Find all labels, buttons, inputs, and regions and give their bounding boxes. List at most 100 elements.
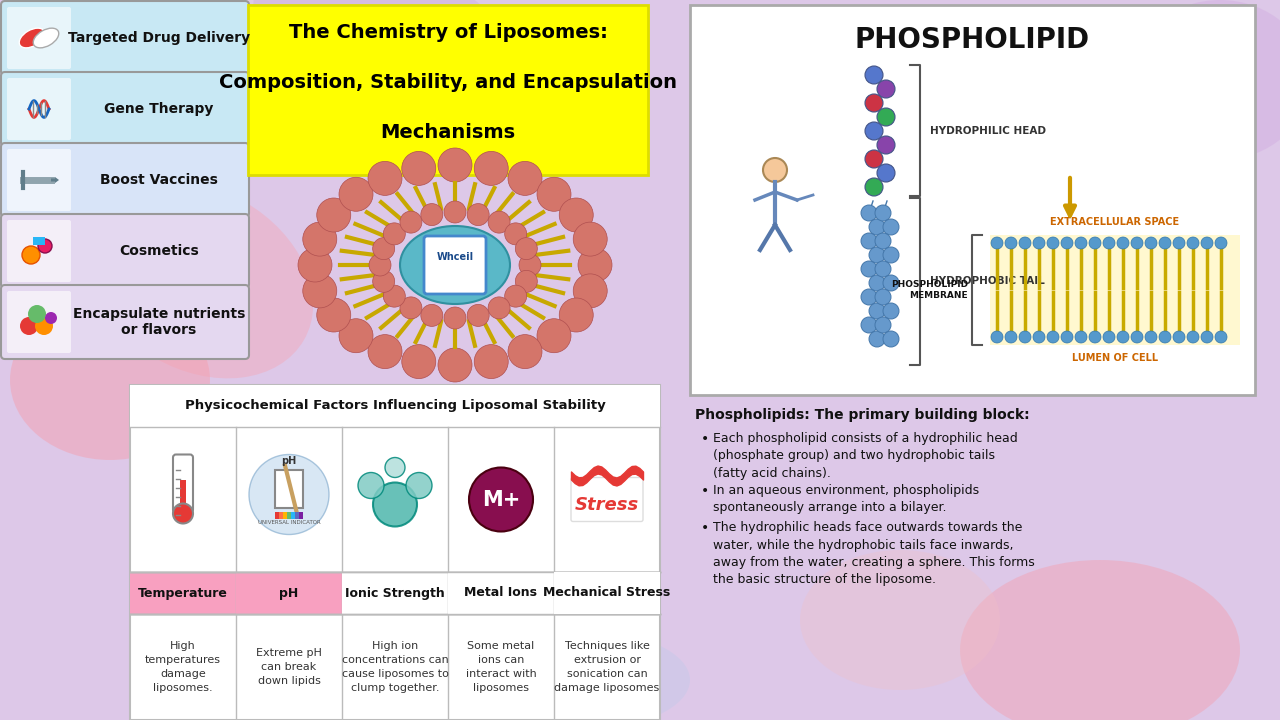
FancyBboxPatch shape (173, 454, 193, 513)
FancyBboxPatch shape (690, 5, 1254, 395)
Circle shape (504, 223, 526, 245)
FancyBboxPatch shape (6, 78, 70, 140)
Circle shape (444, 307, 466, 329)
Circle shape (1089, 331, 1101, 343)
Text: PHOSPHOLIPID: PHOSPHOLIPID (855, 26, 1091, 54)
Circle shape (1132, 237, 1143, 249)
Circle shape (1201, 331, 1213, 343)
Circle shape (869, 275, 884, 291)
Circle shape (406, 472, 433, 498)
Text: Each phospholipid consists of a hydrophilic head
(phosphate group) and two hydro: Each phospholipid consists of a hydrophi… (713, 432, 1018, 480)
FancyBboxPatch shape (342, 572, 448, 614)
Text: Mechanical Stress: Mechanical Stress (544, 587, 671, 600)
Circle shape (538, 319, 571, 353)
Circle shape (1146, 331, 1157, 343)
Circle shape (383, 285, 406, 307)
Text: LUMEN OF CELL: LUMEN OF CELL (1071, 353, 1158, 363)
Circle shape (35, 317, 52, 335)
Circle shape (877, 164, 895, 182)
Ellipse shape (960, 560, 1240, 720)
Circle shape (573, 222, 607, 256)
Circle shape (369, 335, 402, 369)
Circle shape (399, 297, 422, 319)
Circle shape (1061, 331, 1073, 343)
FancyBboxPatch shape (248, 5, 648, 175)
Text: Boost Vaccines: Boost Vaccines (100, 173, 218, 187)
FancyBboxPatch shape (448, 572, 554, 614)
Text: pH: pH (282, 456, 297, 467)
Text: Composition, Stability, and Encapsulation: Composition, Stability, and Encapsulatio… (219, 73, 677, 92)
Ellipse shape (399, 226, 509, 304)
Circle shape (1075, 237, 1087, 249)
Circle shape (1117, 237, 1129, 249)
Ellipse shape (1130, 0, 1280, 160)
Circle shape (1172, 331, 1185, 343)
Circle shape (883, 303, 899, 319)
FancyBboxPatch shape (300, 511, 303, 518)
Circle shape (444, 201, 466, 223)
Text: Whceil: Whceil (436, 252, 474, 262)
FancyBboxPatch shape (180, 480, 186, 508)
Circle shape (298, 248, 332, 282)
Text: EXTRACELLULAR SPACE: EXTRACELLULAR SPACE (1051, 217, 1180, 227)
FancyBboxPatch shape (131, 385, 660, 427)
Circle shape (467, 305, 489, 326)
Circle shape (876, 289, 891, 305)
Circle shape (861, 261, 877, 277)
Circle shape (474, 151, 508, 186)
Circle shape (876, 317, 891, 333)
Circle shape (467, 204, 489, 225)
Text: Mechanisms: Mechanisms (380, 124, 516, 143)
Circle shape (1005, 331, 1018, 343)
Circle shape (861, 205, 877, 221)
FancyBboxPatch shape (275, 469, 303, 508)
Circle shape (38, 239, 52, 253)
Circle shape (488, 297, 511, 319)
Circle shape (316, 298, 351, 332)
Circle shape (28, 305, 46, 323)
Circle shape (303, 222, 337, 256)
Circle shape (1215, 331, 1228, 343)
Text: Some metal
ions can
interact with
liposomes: Some metal ions can interact with liposo… (466, 641, 536, 693)
Circle shape (399, 211, 422, 233)
Circle shape (1187, 331, 1199, 343)
Ellipse shape (0, 90, 140, 230)
FancyBboxPatch shape (6, 7, 70, 69)
Circle shape (865, 66, 883, 84)
Ellipse shape (800, 550, 1000, 690)
Ellipse shape (12, 0, 228, 173)
FancyBboxPatch shape (279, 511, 283, 518)
Ellipse shape (253, 0, 507, 106)
Circle shape (869, 303, 884, 319)
Text: •: • (701, 432, 709, 446)
Circle shape (1047, 331, 1059, 343)
Circle shape (538, 177, 571, 211)
Circle shape (1103, 331, 1115, 343)
Circle shape (876, 233, 891, 249)
Circle shape (876, 205, 891, 221)
Text: The hydrophilic heads face outwards towards the
water, while the hydrophobic tai: The hydrophilic heads face outwards towa… (713, 521, 1034, 587)
Circle shape (1033, 331, 1044, 343)
Circle shape (468, 467, 532, 531)
FancyBboxPatch shape (571, 477, 643, 521)
Circle shape (339, 177, 372, 211)
Circle shape (339, 319, 372, 353)
Circle shape (579, 248, 612, 282)
Text: PHOSPHOLIPID
MEMBRANE: PHOSPHOLIPID MEMBRANE (891, 280, 968, 300)
Text: pH: pH (279, 587, 298, 600)
Circle shape (1047, 237, 1059, 249)
Circle shape (865, 178, 883, 196)
Text: Techniques like
extrusion or
sonication can
damage liposomes: Techniques like extrusion or sonication … (554, 641, 659, 693)
Circle shape (865, 122, 883, 140)
Circle shape (1061, 237, 1073, 249)
Text: Phospholipids: The primary building block:: Phospholipids: The primary building bloc… (695, 408, 1029, 422)
Text: Physicochemical Factors Influencing Liposomal Stability: Physicochemical Factors Influencing Lipo… (184, 400, 605, 413)
Text: The Chemistry of Liposomes:: The Chemistry of Liposomes: (288, 24, 608, 42)
Circle shape (1075, 331, 1087, 343)
Circle shape (877, 136, 895, 154)
FancyBboxPatch shape (294, 511, 300, 518)
FancyBboxPatch shape (236, 572, 342, 614)
Circle shape (861, 289, 877, 305)
Circle shape (1089, 237, 1101, 249)
Circle shape (421, 305, 443, 326)
